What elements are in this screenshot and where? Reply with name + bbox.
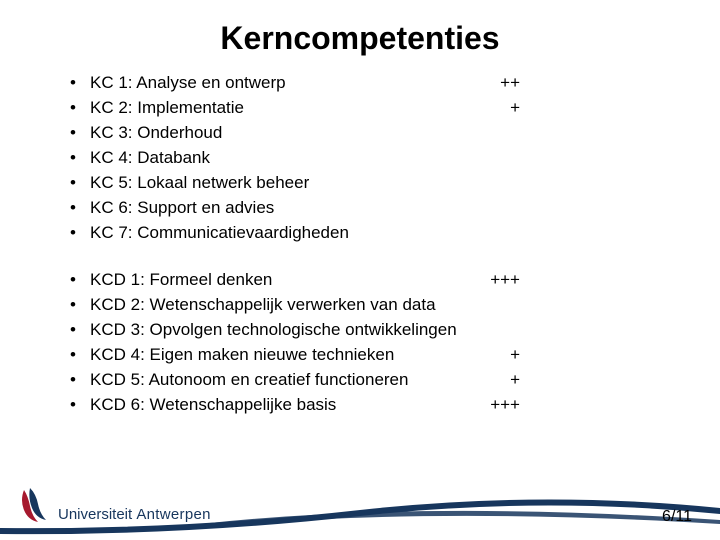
item-label: KC 3: Onderhoud [90, 120, 222, 145]
item-label: KC 6: Support en advies [90, 195, 274, 220]
list-item: KCD 2: Wetenschappelijk verwerken van da… [70, 292, 630, 317]
item-label: KC 5: Lokaal netwerk beheer [90, 170, 309, 195]
item-rating: + [510, 95, 630, 120]
page-number: 6/11 [662, 508, 692, 526]
item-rating: +++ [490, 267, 630, 292]
slide-title: Kerncompetenties [0, 20, 720, 57]
item-label: KCD 4: Eigen maken nieuwe technieken [90, 342, 394, 367]
university-logo: Universiteit Antwerpen [18, 486, 211, 526]
logo-text: Universiteit Antwerpen [58, 507, 211, 526]
item-label: KC 1: Analyse en ontwerp [90, 70, 286, 95]
logo-mark-icon [18, 486, 52, 526]
list-item: KC 1: Analyse en ontwerp ++ [70, 70, 630, 95]
item-rating [520, 170, 630, 195]
item-rating [520, 145, 630, 170]
logo-ant: Antwerpen [136, 506, 210, 523]
item-rating [520, 292, 630, 317]
item-rating: ++ [500, 70, 630, 95]
item-label: KCD 2: Wetenschappelijk verwerken van da… [90, 292, 436, 317]
footer: Universiteit Antwerpen 6/11 [0, 470, 720, 540]
list-item: KC 5: Lokaal netwerk beheer [70, 170, 630, 195]
item-label: KCD 5: Autonoom en creatief functioneren [90, 367, 408, 392]
item-label: KC 4: Databank [90, 145, 210, 170]
content-area: KC 1: Analyse en ontwerp++ KC 2: Impleme… [70, 70, 630, 439]
list-item: KCD 4: Eigen maken nieuwe technieken + [70, 342, 630, 367]
list-kcd: KCD 1: Formeel denken +++ KCD 2: Wetensch… [70, 267, 630, 417]
slide: Kerncompetenties KC 1: Analyse en ontwer… [0, 0, 720, 540]
list-item: KC 4: Databank [70, 145, 630, 170]
item-label: KC 7: Communicatievaardigheden [90, 220, 349, 245]
item-label: KCD 6: Wetenschappelijke basis [90, 392, 336, 417]
item-rating [520, 120, 630, 145]
logo-uni: Universiteit [58, 506, 132, 523]
list-item: KC 3: Onderhoud [70, 120, 630, 145]
item-rating [520, 317, 630, 342]
list-kc: KC 1: Analyse en ontwerp ++ KC 2: Impleme… [70, 70, 630, 245]
item-label: KCD 1: Formeel denken [90, 267, 272, 292]
list-item: KC 7: Communicatievaardigheden [70, 220, 630, 245]
item-label: KC 2: Implementatie [90, 95, 244, 120]
list-item: KCD 3: Opvolgen technologische ontwikkel… [70, 317, 630, 342]
item-rating: + [510, 342, 630, 367]
item-rating [520, 195, 630, 220]
list-item: KCD 1: Formeel denken +++ [70, 267, 630, 292]
item-rating [520, 220, 630, 245]
list-item: KCD 5: Autonoom en creatief functioneren… [70, 367, 630, 392]
list-item: KC 6: Support en advies [70, 195, 630, 220]
item-rating: +++ [490, 392, 630, 417]
item-label: KCD 3: Opvolgen technologische ontwikkel… [90, 317, 457, 342]
list-item: KC 2: Implementatie + [70, 95, 630, 120]
item-rating: + [510, 367, 630, 392]
list-item: KCD 6: Wetenschappelijke basis +++ [70, 392, 630, 417]
